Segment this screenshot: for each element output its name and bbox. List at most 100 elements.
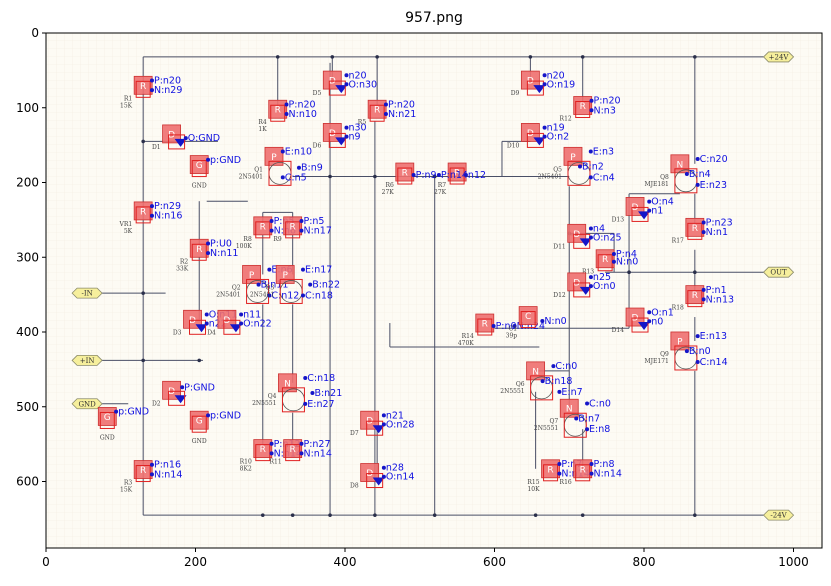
wire-junction: [328, 513, 332, 517]
pin-dot: [301, 293, 305, 298]
port-gnd-label: GND: [78, 400, 96, 408]
y-tick-label: 500: [16, 400, 39, 414]
diode-symbol: [174, 138, 187, 147]
pin-label: E:n13: [700, 331, 727, 342]
pin-label: N:n17: [303, 226, 331, 237]
pin-dot: [344, 73, 349, 78]
pin-dot: [149, 213, 154, 218]
wire-junction: [580, 55, 585, 59]
pin-label: P:n7: [561, 459, 582, 470]
pin-box: [573, 282, 591, 298]
pin-label: n25: [593, 272, 611, 283]
pin-dot: [540, 379, 545, 384]
x-tick-label: 600: [483, 555, 506, 569]
component-value: 1K: [258, 126, 267, 133]
component-ref: R17: [672, 237, 684, 244]
pin-label: P:n8: [594, 459, 615, 470]
pin-box: [279, 278, 303, 304]
pin-dot: [280, 175, 285, 180]
pin-label: P:n1: [706, 285, 727, 296]
component-R18: R P:n1N:n13 R18: [672, 285, 734, 312]
port-vneg-label: -24V: [770, 512, 787, 520]
pin-label: p:GND: [210, 410, 241, 421]
pin-dot: [695, 157, 700, 162]
pin-dot: [183, 136, 188, 141]
pin-dot: [149, 472, 154, 477]
component-type-letter: R: [140, 466, 146, 476]
pin-label: N:n10: [289, 109, 317, 120]
pin-label: O:n30: [348, 79, 377, 90]
component-ref: Q9: [660, 351, 669, 358]
wire-junction: [197, 358, 202, 363]
pin-label: B:n7: [578, 413, 600, 424]
pin-dot: [344, 134, 349, 139]
pin-dot: [588, 226, 593, 231]
component-R9: R P:n5N:n17 R9: [273, 216, 332, 243]
diode-symbol: [229, 324, 242, 333]
pin-label: n4: [593, 224, 605, 235]
pin-dot: [269, 451, 274, 456]
pin-dot: [149, 204, 154, 209]
pin-label: n30: [348, 123, 366, 134]
port-gnd-flag: [71, 398, 103, 410]
pin-box: [477, 318, 493, 336]
component-type-letter: R: [290, 445, 296, 455]
component-type-letter: R: [260, 222, 266, 232]
component-ref: R12: [560, 116, 572, 123]
component-ref: C1: [509, 326, 517, 333]
pin-label: P:n5: [303, 216, 324, 227]
pin-dot: [647, 208, 652, 213]
pin-box: [99, 411, 115, 429]
component-R13: R P:n4N:n0 R13: [582, 249, 638, 276]
component-box: [183, 309, 202, 329]
pin-label: O:n19: [547, 79, 576, 90]
pin-dot: [589, 461, 594, 466]
diode-symbol: [174, 395, 187, 404]
pin-box: [631, 317, 649, 333]
component-ref: R10: [240, 459, 252, 466]
component-G1: Gp:GND GND: [189, 155, 241, 190]
component-type-letter: R: [602, 255, 608, 265]
component-ref: D6: [313, 142, 322, 149]
pin-dot: [383, 102, 388, 107]
pin-dot: [303, 401, 308, 406]
component-box: [520, 123, 540, 142]
pin-label: p:GND: [210, 155, 241, 166]
component-value: 2N5551: [252, 400, 276, 407]
pin-label: n20: [348, 70, 366, 81]
pin-label: O:GND: [188, 133, 220, 144]
component-value: 2N5401: [239, 173, 263, 180]
pin-label: E:n10: [285, 147, 312, 158]
port-inp-label: +IN: [80, 357, 95, 365]
component-type-letter: G: [196, 417, 203, 427]
component-value: 15K: [120, 487, 133, 494]
pin-dot: [149, 78, 154, 83]
component-ref: D10: [507, 142, 520, 149]
component-ref: Q3: [265, 284, 274, 291]
component-box: [625, 197, 645, 216]
component-type-letter: R: [402, 169, 408, 179]
pin-box: [191, 415, 207, 433]
pin-dot: [149, 88, 154, 93]
pin-label: n12: [468, 170, 486, 181]
component-G3: Gp:GND GND: [97, 407, 149, 441]
pin-label: P:n0: [496, 321, 517, 332]
pin-dot: [299, 441, 304, 446]
pin-label: N:n29: [154, 85, 182, 96]
pin-label: O:n14: [386, 472, 415, 483]
component-type-letter: R: [547, 465, 553, 475]
port-inp-flag: [71, 355, 103, 366]
component-value: 2N5551: [534, 425, 558, 432]
pin-box: [563, 412, 587, 438]
pin-dot: [284, 102, 289, 107]
component-ref: R5: [358, 119, 367, 126]
pin-dot: [269, 219, 274, 224]
y-tick-label: 200: [16, 176, 39, 190]
